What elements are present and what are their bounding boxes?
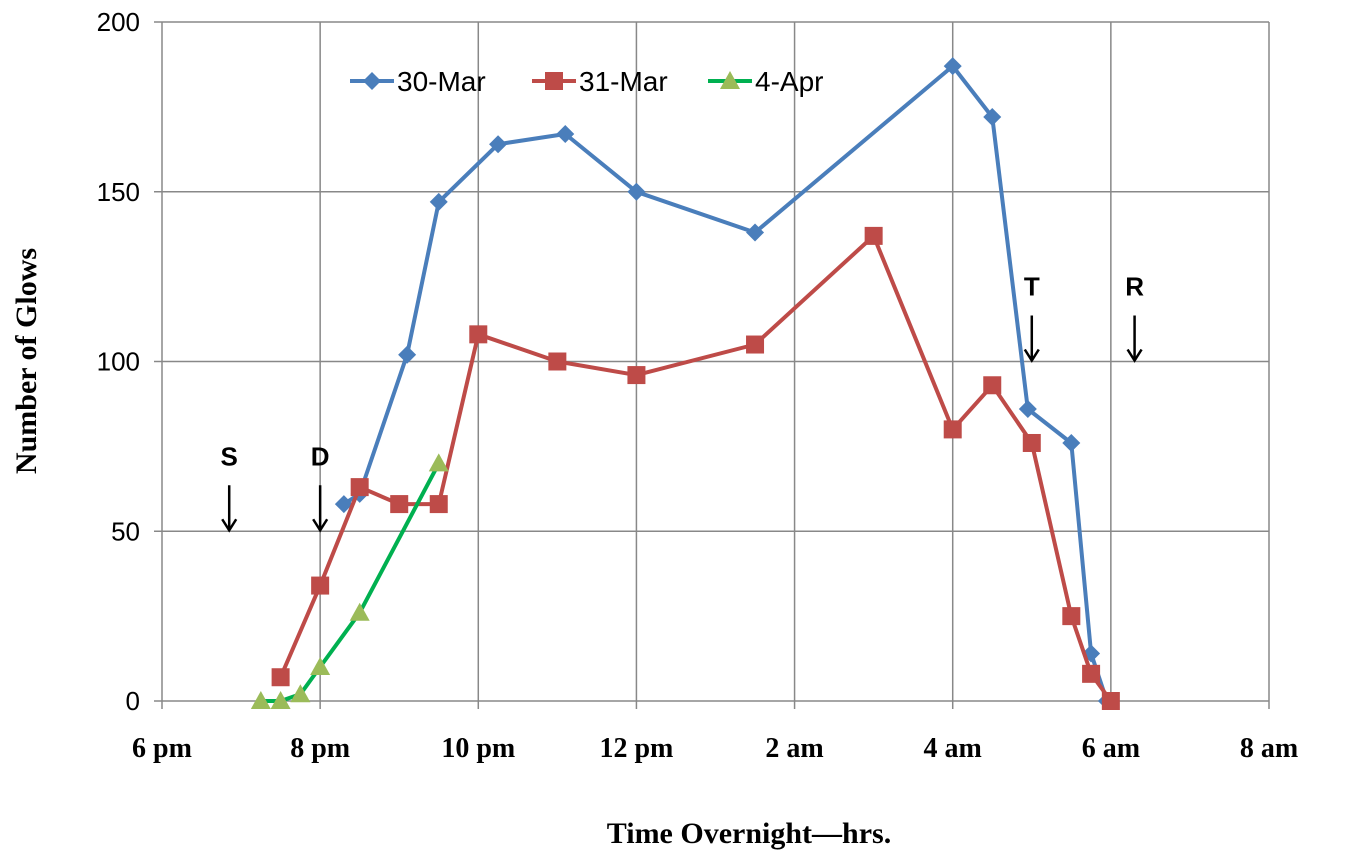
data-point: [428, 453, 449, 472]
data-point: [310, 657, 331, 676]
data-point: [746, 335, 765, 354]
annotation-label: S: [221, 441, 238, 471]
annotation-r: R: [1125, 272, 1144, 363]
legend-entry: 31-Mar: [532, 66, 668, 97]
data-point: [1101, 692, 1120, 710]
series-lines: [250, 57, 1120, 710]
legend-marker: [720, 71, 740, 89]
series-line: [342, 64, 1109, 702]
data-point: [429, 495, 448, 514]
y-tick-label: 100: [97, 347, 140, 377]
legend-marker: [363, 72, 381, 90]
data-point: [290, 684, 311, 703]
y-tick-labels: 0 50 100 150 200: [97, 7, 140, 716]
legend-entry: 30-Mar: [350, 66, 486, 97]
data-point: [429, 192, 448, 211]
annotation-arrow-head: [312, 518, 329, 533]
annotation-arrow-head: [221, 518, 238, 533]
y-tick-label: 50: [111, 516, 140, 546]
data-point: [627, 182, 646, 201]
y-tick-label: 200: [97, 7, 140, 37]
series-4-apr: [250, 453, 449, 709]
grid-lines: [162, 21, 1270, 701]
y-tick-label: 150: [97, 177, 140, 207]
y-tick-label: 0: [126, 686, 140, 716]
data-point: [1018, 400, 1037, 419]
legend-label: 31-Mar: [579, 66, 668, 97]
data-point: [548, 352, 567, 371]
data-point: [398, 345, 417, 364]
data-point: [943, 57, 962, 76]
legend-label: 30-Mar: [397, 66, 486, 97]
annotation-label: D: [311, 441, 330, 471]
x-tick-label: 6 pm: [132, 733, 192, 764]
legend-entry: 4-Apr: [708, 66, 823, 97]
annotation-arrow-head: [1126, 348, 1143, 363]
legend: 30-Mar 31-Mar 4-Apr: [350, 66, 823, 97]
x-tick-label: 12 pm: [599, 733, 673, 764]
series-31-mar: [271, 226, 1120, 710]
x-tick-label: 6 am: [1082, 733, 1140, 764]
x-tick-label: 8 am: [1240, 733, 1298, 764]
annotation-label: T: [1024, 272, 1040, 302]
annotation-t: T: [1023, 272, 1040, 363]
data-point: [311, 576, 330, 595]
data-point: [556, 125, 575, 144]
data-point: [627, 366, 646, 385]
data-point: [983, 376, 1002, 395]
data-point: [943, 420, 962, 439]
y-axis-title: Number of Glows: [10, 248, 43, 474]
x-tick-label: 2 am: [765, 733, 823, 764]
legend-marker: [545, 72, 563, 90]
legend-label: 4-Apr: [755, 66, 823, 97]
data-point: [349, 602, 370, 621]
annotation-s: S: [221, 441, 238, 533]
data-point: [250, 691, 271, 709]
data-point: [1062, 433, 1081, 452]
x-tick-labels: 6 pm 8 pm 10 pm 12 pm 2 am 4 am 6 am 8 am: [132, 733, 1298, 764]
annotations: S D T R: [221, 272, 1144, 533]
x-axis-title: Time Overnight—hrs.: [607, 817, 891, 850]
data-point: [1022, 433, 1041, 452]
series-line: [278, 233, 1113, 703]
data-point: [469, 325, 488, 344]
data-point: [746, 223, 765, 242]
data-point: [334, 495, 353, 514]
data-point: [271, 668, 290, 687]
data-point: [864, 226, 883, 245]
x-tick-label: 8 pm: [290, 733, 350, 764]
data-point: [1082, 664, 1101, 683]
x-tick-label: 10 pm: [441, 733, 515, 764]
x-tick-label: 4 am: [924, 733, 982, 764]
annotation-arrow-head: [1023, 348, 1040, 363]
annotation-label: R: [1125, 272, 1144, 302]
data-point: [270, 691, 291, 709]
data-point: [390, 495, 409, 514]
data-point: [983, 108, 1002, 127]
data-point: [489, 135, 508, 154]
data-point: [1062, 607, 1081, 626]
data-point: [350, 478, 369, 497]
axes: [154, 21, 1270, 709]
annotation-d: D: [311, 441, 330, 533]
